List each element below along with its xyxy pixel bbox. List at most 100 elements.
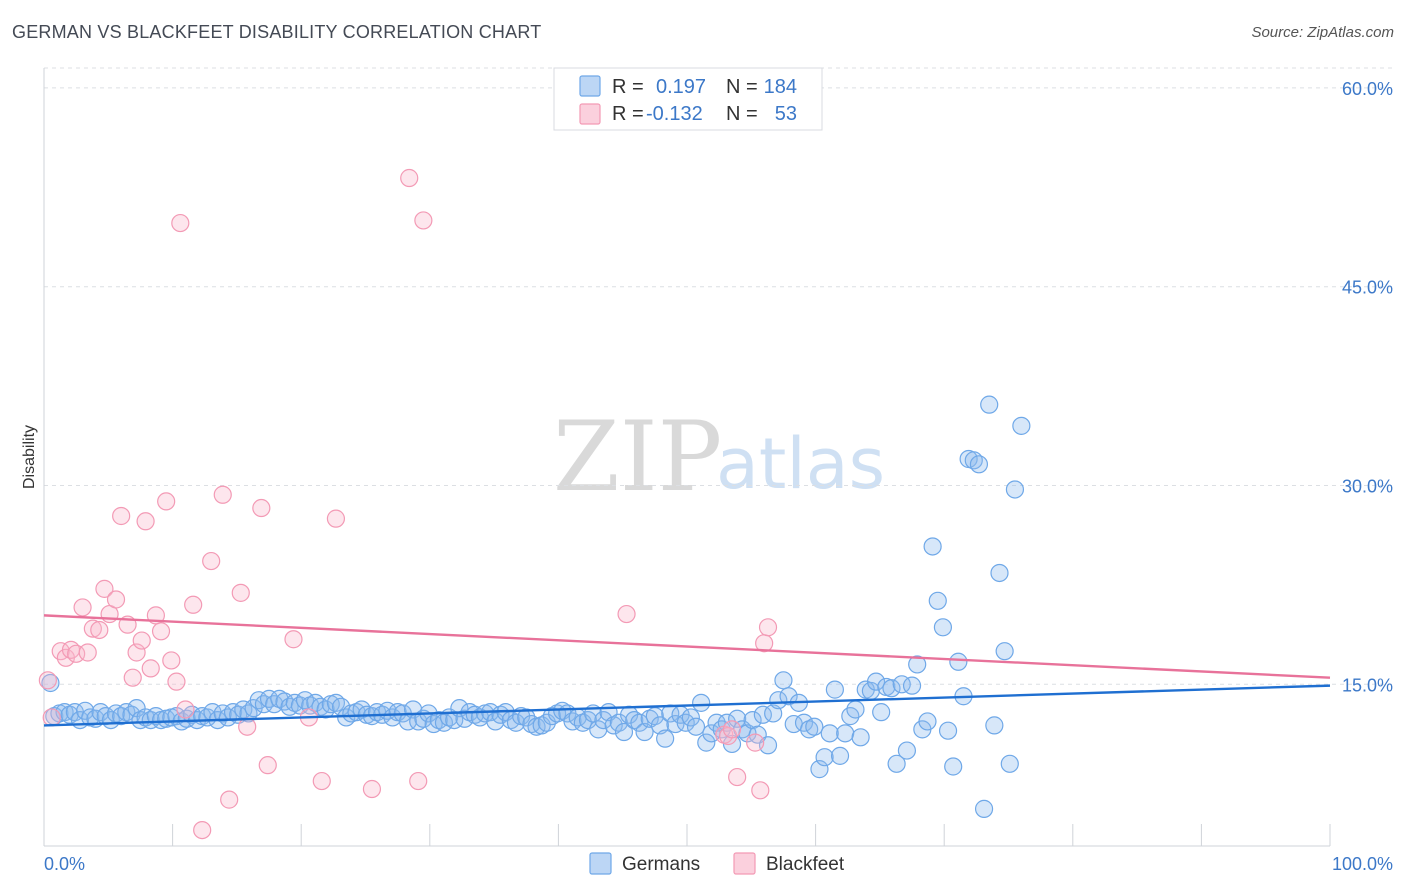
germans-point (692, 693, 711, 712)
blackfeet-point (202, 551, 221, 571)
legend-n-label-germans: N = (726, 76, 758, 98)
germans-point (728, 709, 747, 728)
germans-point (681, 708, 700, 727)
germans-point (944, 757, 963, 776)
blackfeet-point (400, 168, 419, 188)
blackfeet-point (326, 509, 346, 528)
blackfeet-point (127, 643, 146, 662)
blackfeet-point (132, 631, 151, 650)
germans-point (117, 703, 136, 722)
blackfeet-point (167, 672, 186, 691)
germans-point (218, 708, 237, 727)
blackfeet-point (238, 717, 257, 736)
germans-point (686, 717, 706, 736)
blackfeet-point (157, 492, 176, 511)
blackfeet-point (184, 595, 203, 614)
blackfeet-point (284, 630, 303, 649)
germans-point (902, 676, 922, 695)
germans-point (938, 721, 958, 740)
blackfeet-point (722, 720, 742, 739)
blackfeet-point (758, 618, 778, 637)
watermark-atlas: atlas (716, 423, 885, 505)
blackfeet-trend-line (43, 614, 1331, 679)
blackfeet-point (90, 620, 109, 640)
germans-trend-line (43, 684, 1331, 727)
blackfeet-point (409, 771, 428, 791)
germans-point (774, 671, 793, 690)
germans-point (846, 700, 865, 719)
legend-n-value-germans: 184 (764, 76, 797, 98)
blackfeet-point (171, 213, 190, 233)
y-axis-label: Disability (21, 425, 38, 489)
blackfeet-point (312, 771, 331, 791)
legend: R = 0.197 N = 184 R = -0.132 N = 53 (553, 67, 823, 131)
x-ticks (43, 824, 1331, 846)
trend-lines (43, 614, 1331, 727)
bottom-legend-swatch-germans (589, 852, 612, 875)
germans-point (872, 703, 891, 722)
germans-point (985, 716, 1004, 735)
germans-point (656, 729, 675, 748)
blackfeet-point (136, 512, 155, 531)
germans-point (676, 713, 695, 732)
blackfeet-point (746, 733, 765, 752)
germans-point (990, 563, 1009, 583)
legend-n-value-blackfeet: 53 (775, 103, 797, 125)
germans-point (974, 799, 994, 818)
germans-point (897, 741, 917, 760)
germans-point (800, 720, 819, 739)
legend-r-value-germans: 0.197 (656, 76, 706, 98)
blackfeet-point (728, 767, 747, 787)
chart-title: GERMAN VS BLACKFEET DISABILITY CORRELATI… (12, 22, 542, 42)
blackfeet-point (193, 820, 212, 840)
germans-point (532, 716, 551, 735)
blackfeet-point (112, 506, 131, 526)
y-tick-label: 30.0% (1342, 476, 1393, 496)
blackfeet-point (362, 779, 382, 799)
blackfeet-point (258, 756, 277, 775)
blackfeet-point (252, 498, 271, 518)
germans-point (805, 717, 824, 736)
germans-point (265, 695, 284, 714)
germans-point (1012, 416, 1031, 435)
legend-r-value-blackfeet: -0.132 (646, 103, 703, 125)
blackfeet-point (213, 485, 232, 504)
germans-point (239, 704, 258, 723)
blackfeet-point (220, 790, 239, 809)
watermark-zip: ZIP (553, 401, 722, 513)
legend-n-label-blackfeet: N = (726, 103, 758, 125)
germans-point (630, 713, 649, 732)
blackfeet-point (617, 604, 636, 624)
germans-point (887, 754, 906, 773)
germans-point (316, 700, 335, 719)
germans-point (259, 689, 279, 708)
legend-r-label-germans: R = (612, 76, 644, 98)
blackfeet-point (73, 598, 92, 617)
blackfeet-point (38, 671, 57, 690)
blackfeet-point (42, 708, 61, 727)
blackfeet-point (176, 700, 195, 719)
blackfeet-point (151, 622, 171, 641)
germans-point (41, 673, 60, 693)
germans-point (923, 537, 942, 556)
blackfeet-point (106, 590, 126, 609)
source-label: Source: ZipAtlas.com (1251, 24, 1394, 41)
germans-point (969, 455, 989, 474)
germans-point (928, 591, 947, 610)
germans-point (1005, 480, 1025, 499)
germans-point (434, 713, 454, 732)
germans-point (352, 700, 371, 719)
germans-point (697, 733, 716, 752)
blackfeet-point (231, 583, 250, 602)
legend-r-label-blackfeet: R = (612, 103, 644, 125)
y-tick-label: 45.0% (1342, 278, 1393, 298)
germans-point (866, 672, 886, 691)
bottom-legend-swatch-blackfeet (733, 852, 756, 875)
blackfeet-point (162, 651, 181, 670)
blackfeet-point (95, 579, 114, 598)
blackfeet-point (83, 619, 102, 638)
bottom-legend-label-germans: Germans (622, 854, 700, 875)
germans-point (980, 395, 999, 414)
germans-point (625, 710, 644, 730)
